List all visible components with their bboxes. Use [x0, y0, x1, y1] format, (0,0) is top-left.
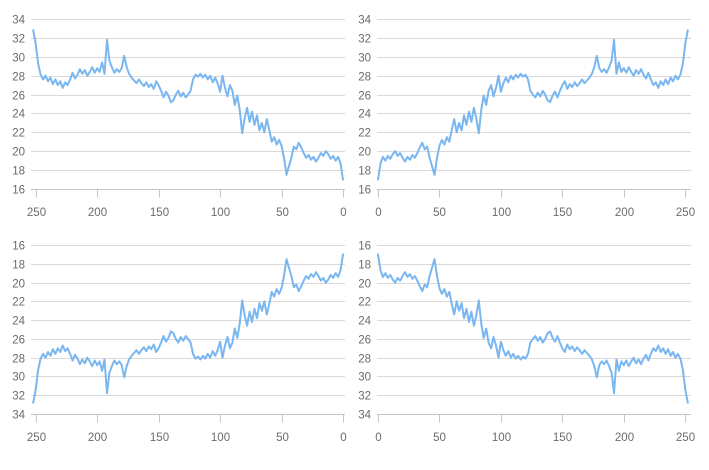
x-tick-label: 0 [375, 432, 381, 444]
x-tick-label: 150 [150, 207, 169, 219]
y-tick-label: 18 [358, 260, 371, 272]
x-tick-label: 100 [492, 207, 511, 219]
y-tick-label: 18 [358, 166, 371, 178]
data-series-line [32, 253, 344, 404]
y-tick-label: 22 [358, 297, 371, 309]
plot-area-top-right: 34 32 30 28 26 24 22 20 18 16 0 50 100 150 200 250 [358, 15, 695, 220]
line-chart-bottom-right: 16 18 20 22 24 26 28 30 32 34 0 50 100 150 200 250 [355, 232, 709, 470]
y-tick-label: 18 [12, 166, 25, 178]
y-tick-label: 24 [12, 316, 25, 328]
y-tick-label: 28 [358, 72, 371, 84]
x-tick-label: 0 [340, 432, 346, 444]
x-tick-label: 100 [211, 432, 230, 444]
y-tick-label: 22 [12, 128, 25, 140]
x-tick-label: 50 [433, 432, 446, 444]
y-tick-label: 32 [358, 34, 371, 46]
y-tick-label: 34 [358, 410, 371, 422]
x-tick-label: 200 [88, 432, 107, 444]
data-series-line [32, 29, 344, 181]
x-tick-label: 50 [433, 207, 446, 219]
y-tick-label: 28 [358, 354, 371, 366]
x-tick-label: 0 [340, 207, 346, 219]
x-tick-label: 150 [150, 432, 169, 444]
x-tick-label: 200 [615, 432, 634, 444]
x-tick-label: 250 [27, 207, 46, 219]
line-chart-top-right: 34 32 30 28 26 24 22 20 18 16 0 50 100 150 200 250 [355, 0, 709, 232]
y-tick-label: 26 [358, 91, 371, 103]
y-tick-label: 22 [358, 128, 371, 140]
y-tick-label: 30 [12, 53, 25, 65]
plot-area-bottom-right: 16 18 20 22 24 26 28 30 32 34 0 50 100 150 200 250 [358, 241, 695, 445]
y-tick-label: 22 [12, 297, 25, 309]
y-tick-label: 16 [358, 241, 371, 253]
y-tick-label: 20 [12, 279, 25, 291]
y-tick-label: 28 [12, 354, 25, 366]
y-tick-label: 16 [12, 185, 25, 197]
line-chart-bottom-left: 16 18 20 22 24 26 28 30 32 34 250 200 150 100 50 0 [0, 232, 355, 470]
y-tick-label: 26 [12, 335, 25, 347]
y-tick-label: 24 [358, 316, 371, 328]
y-tick-label: 20 [358, 147, 371, 159]
y-tick-label: 30 [358, 372, 371, 384]
x-tick-label: 100 [211, 207, 230, 219]
y-tick-label: 32 [12, 34, 25, 46]
y-tick-label: 20 [12, 147, 25, 159]
x-tick-label: 250 [676, 207, 695, 219]
x-tick-label: 150 [553, 207, 572, 219]
y-tick-label: 34 [12, 410, 25, 422]
y-tick-label: 26 [358, 335, 371, 347]
y-tick-label: 28 [12, 72, 25, 84]
y-tick-label: 26 [12, 91, 25, 103]
x-tick-label: 250 [27, 432, 46, 444]
x-tick-label: 200 [615, 207, 634, 219]
y-tick-label: 18 [12, 260, 25, 272]
line-chart-top-left: 34 32 30 28 26 24 22 20 18 16 250 200 150 100 50 0 [0, 0, 355, 232]
y-tick-label: 16 [358, 185, 371, 197]
y-tick-label: 32 [12, 391, 25, 403]
y-tick-label: 32 [358, 391, 371, 403]
y-tick-label: 20 [358, 279, 371, 291]
y-tick-label: 24 [358, 109, 371, 121]
data-series-line [377, 29, 689, 181]
x-tick-label: 100 [492, 432, 511, 444]
y-tick-label: 24 [12, 109, 25, 121]
x-tick-label: 50 [276, 207, 289, 219]
y-tick-label: 34 [12, 15, 25, 27]
x-tick-label: 200 [88, 207, 107, 219]
y-tick-label: 34 [358, 15, 371, 27]
x-tick-label: 250 [676, 432, 695, 444]
y-tick-label: 30 [12, 372, 25, 384]
y-tick-label: 30 [358, 53, 371, 65]
x-tick-label: 50 [276, 432, 289, 444]
x-tick-label: 150 [553, 432, 572, 444]
y-tick-label: 16 [12, 241, 25, 253]
x-tick-label: 0 [375, 207, 381, 219]
data-series-line [377, 253, 689, 404]
